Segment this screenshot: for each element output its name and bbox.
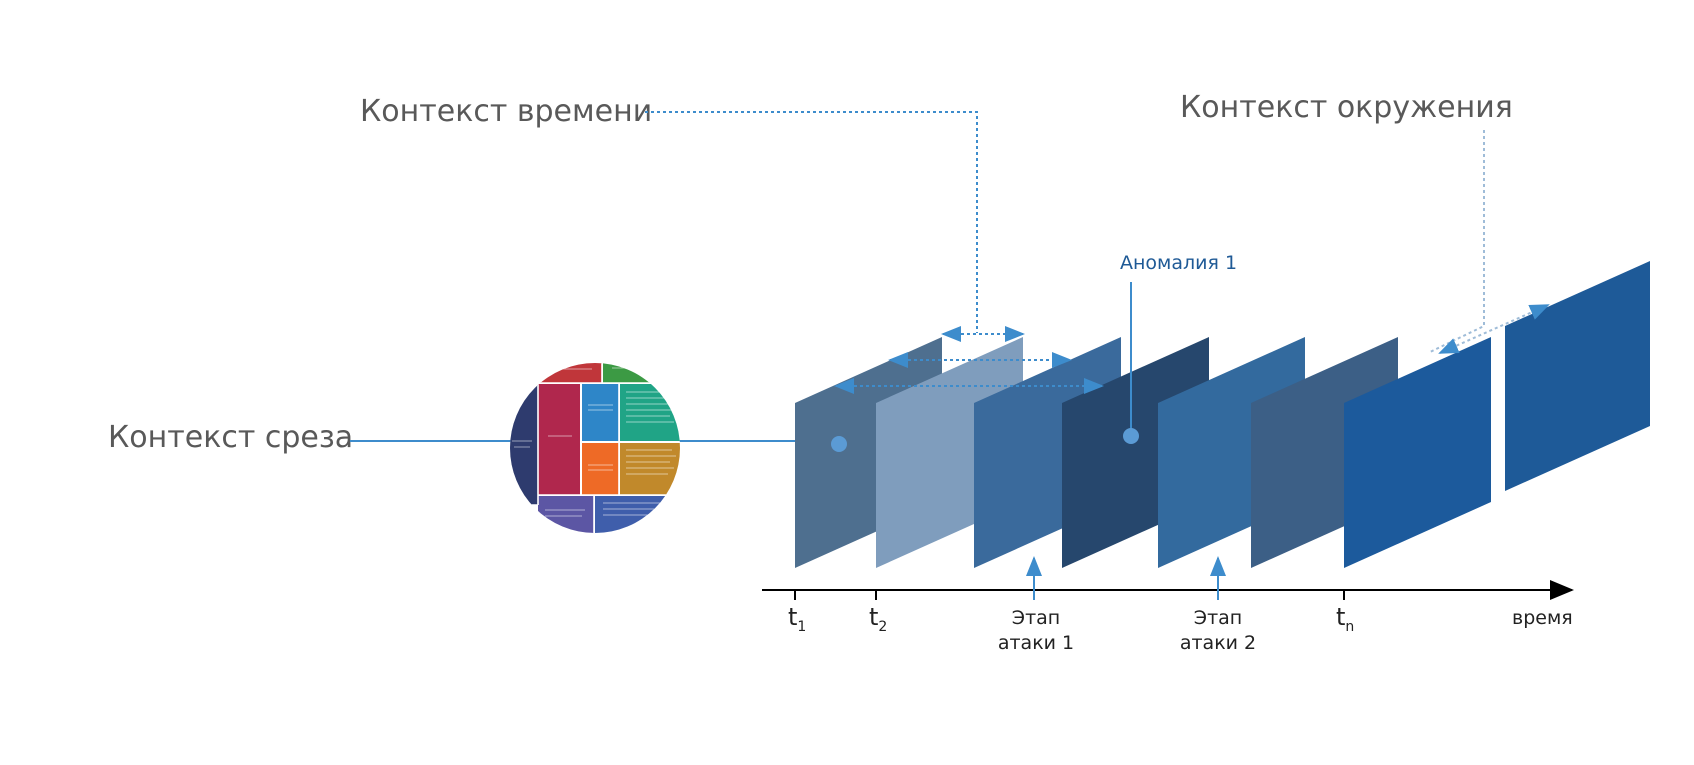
treemap-cell-green <box>603 363 680 383</box>
stage1-label-line2: атаки 1 <box>998 632 1074 654</box>
slice-context-label: Контекст среза <box>108 420 353 455</box>
treemap-circle <box>510 363 680 533</box>
stage2-label-line1: Этап <box>1194 607 1242 629</box>
treemap-cell-blue <box>582 384 619 441</box>
env-arrow <box>1438 304 1550 354</box>
treemap-cell-orange <box>582 443 619 495</box>
axis-label: время <box>1512 607 1573 629</box>
treemap-cell-teal <box>620 384 680 441</box>
time-context-connector <box>645 111 978 333</box>
stage2-label-line2: атаки 2 <box>1180 632 1256 654</box>
slice-center-dot <box>831 436 847 452</box>
env-context-label: Контекст окружения <box>1180 90 1513 125</box>
tick-label-t2: t2 <box>869 603 887 635</box>
env-context-connector <box>1429 130 1485 353</box>
treemap-cell-purple <box>538 496 594 533</box>
treemap-cell-gold <box>620 443 680 495</box>
slice-7 <box>1344 337 1491 568</box>
stage1-label-line1: Этап <box>1012 607 1060 629</box>
tick-label-tn: tn <box>1336 603 1354 635</box>
slice-8 <box>1505 261 1650 491</box>
tick-label-t1: t1 <box>788 603 806 635</box>
time-context-label: Контекст времени <box>360 94 652 129</box>
anomaly-dot <box>1123 428 1139 444</box>
treemap-cell-crimson <box>538 384 580 495</box>
anomaly-label: Аномалия 1 <box>1120 252 1237 274</box>
